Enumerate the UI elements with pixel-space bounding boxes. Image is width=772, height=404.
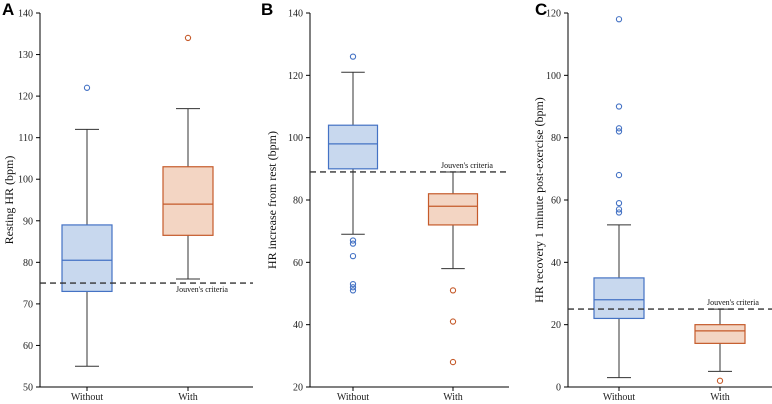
y-tick-label: 60 [23, 341, 33, 352]
x-tick-label: With [710, 392, 730, 403]
iqr-box [694, 324, 746, 344]
outlier-point [449, 287, 457, 294]
iqr-box [162, 166, 214, 236]
x-tick-label: With [443, 392, 463, 403]
box-without [593, 16, 645, 379]
outlier-point [615, 103, 623, 110]
box-without [61, 84, 113, 367]
panel-letter: C [535, 0, 547, 19]
y-tick-label: 80 [23, 258, 33, 269]
y-tick-label: 40 [551, 258, 561, 269]
y-tick-label: 60 [551, 196, 561, 207]
outlier-point [349, 53, 357, 60]
panel-letter: A [2, 0, 14, 19]
y-tick-label: 100 [546, 71, 561, 82]
y-tick-label: 140 [288, 9, 303, 20]
outlier-point [83, 84, 91, 91]
outlier-point [349, 237, 357, 244]
x-tick-label: With [178, 392, 198, 403]
iqr-box [61, 224, 113, 293]
y-tick-label: 90 [23, 216, 33, 227]
iqr-box [327, 124, 379, 170]
outlier-point [349, 287, 357, 294]
outlier-point [615, 171, 623, 179]
box-without [327, 53, 379, 294]
y-tick-label: 110 [18, 133, 33, 144]
iqr-box [427, 193, 479, 226]
outlier-point [349, 252, 357, 260]
y-tick-label: 20 [551, 320, 561, 331]
y-tick-label: 60 [293, 258, 303, 269]
y-tick-label: 100 [288, 133, 303, 144]
iqr-box [593, 277, 645, 320]
outlier-point [184, 34, 192, 42]
outlier-point [615, 206, 623, 213]
y-tick-label: 100 [18, 175, 33, 186]
outlier-point [349, 284, 357, 291]
y-axis-label: Resting HR (bpm) [2, 156, 16, 245]
y-tick-label: 50 [23, 383, 33, 394]
panel-c: C 0 20 40 60 80 100 120 HR recovery 1 minute pos… [532, 0, 772, 403]
criteria-label: Jouven's criteria [707, 298, 759, 307]
y-tick-label: 120 [18, 92, 33, 103]
outlier-point [716, 377, 724, 384]
criteria-label: Jouven's criteria [176, 285, 228, 294]
panel-a: A 50 60 70 80 90 100 110 120 130 140 Resting HR (bp… [2, 0, 253, 403]
box-with [427, 171, 479, 366]
y-tick-label: 0 [556, 383, 561, 394]
y-tick-label: 140 [18, 9, 33, 20]
panel-b: B 20 40 60 80 100 120 140 HR increase from rest … [261, 0, 509, 403]
box-with [694, 308, 746, 384]
y-tick-label: 80 [293, 196, 303, 207]
outlier-point [615, 209, 623, 216]
y-tick-label: 120 [546, 9, 561, 20]
outlier-point [449, 318, 457, 325]
y-tick-label: 130 [18, 50, 33, 61]
x-tick-label: Without [71, 392, 104, 403]
y-axis-label: HR increase from rest (bpm) [265, 131, 279, 269]
box-with [162, 34, 214, 280]
outlier-point [349, 280, 357, 288]
x-tick-label: Without [603, 392, 636, 403]
y-tick-label: 120 [288, 71, 303, 82]
y-axis-label: HR recovery 1 minute post-exercise (bpm) [532, 97, 546, 303]
outlier-point [449, 358, 457, 366]
y-tick-label: 80 [551, 133, 561, 144]
x-tick-label: Without [337, 392, 370, 403]
outlier-point [615, 125, 623, 132]
y-tick-label: 70 [23, 299, 33, 310]
y-tick-label: 20 [293, 383, 303, 394]
outlier-point [615, 16, 623, 23]
y-tick-label: 40 [293, 320, 303, 331]
criteria-label: Jouven's criteria [441, 161, 493, 170]
panel-letter: B [261, 0, 273, 19]
outlier-point [615, 128, 623, 135]
outlier-point [349, 240, 357, 247]
outlier-point [615, 199, 623, 207]
